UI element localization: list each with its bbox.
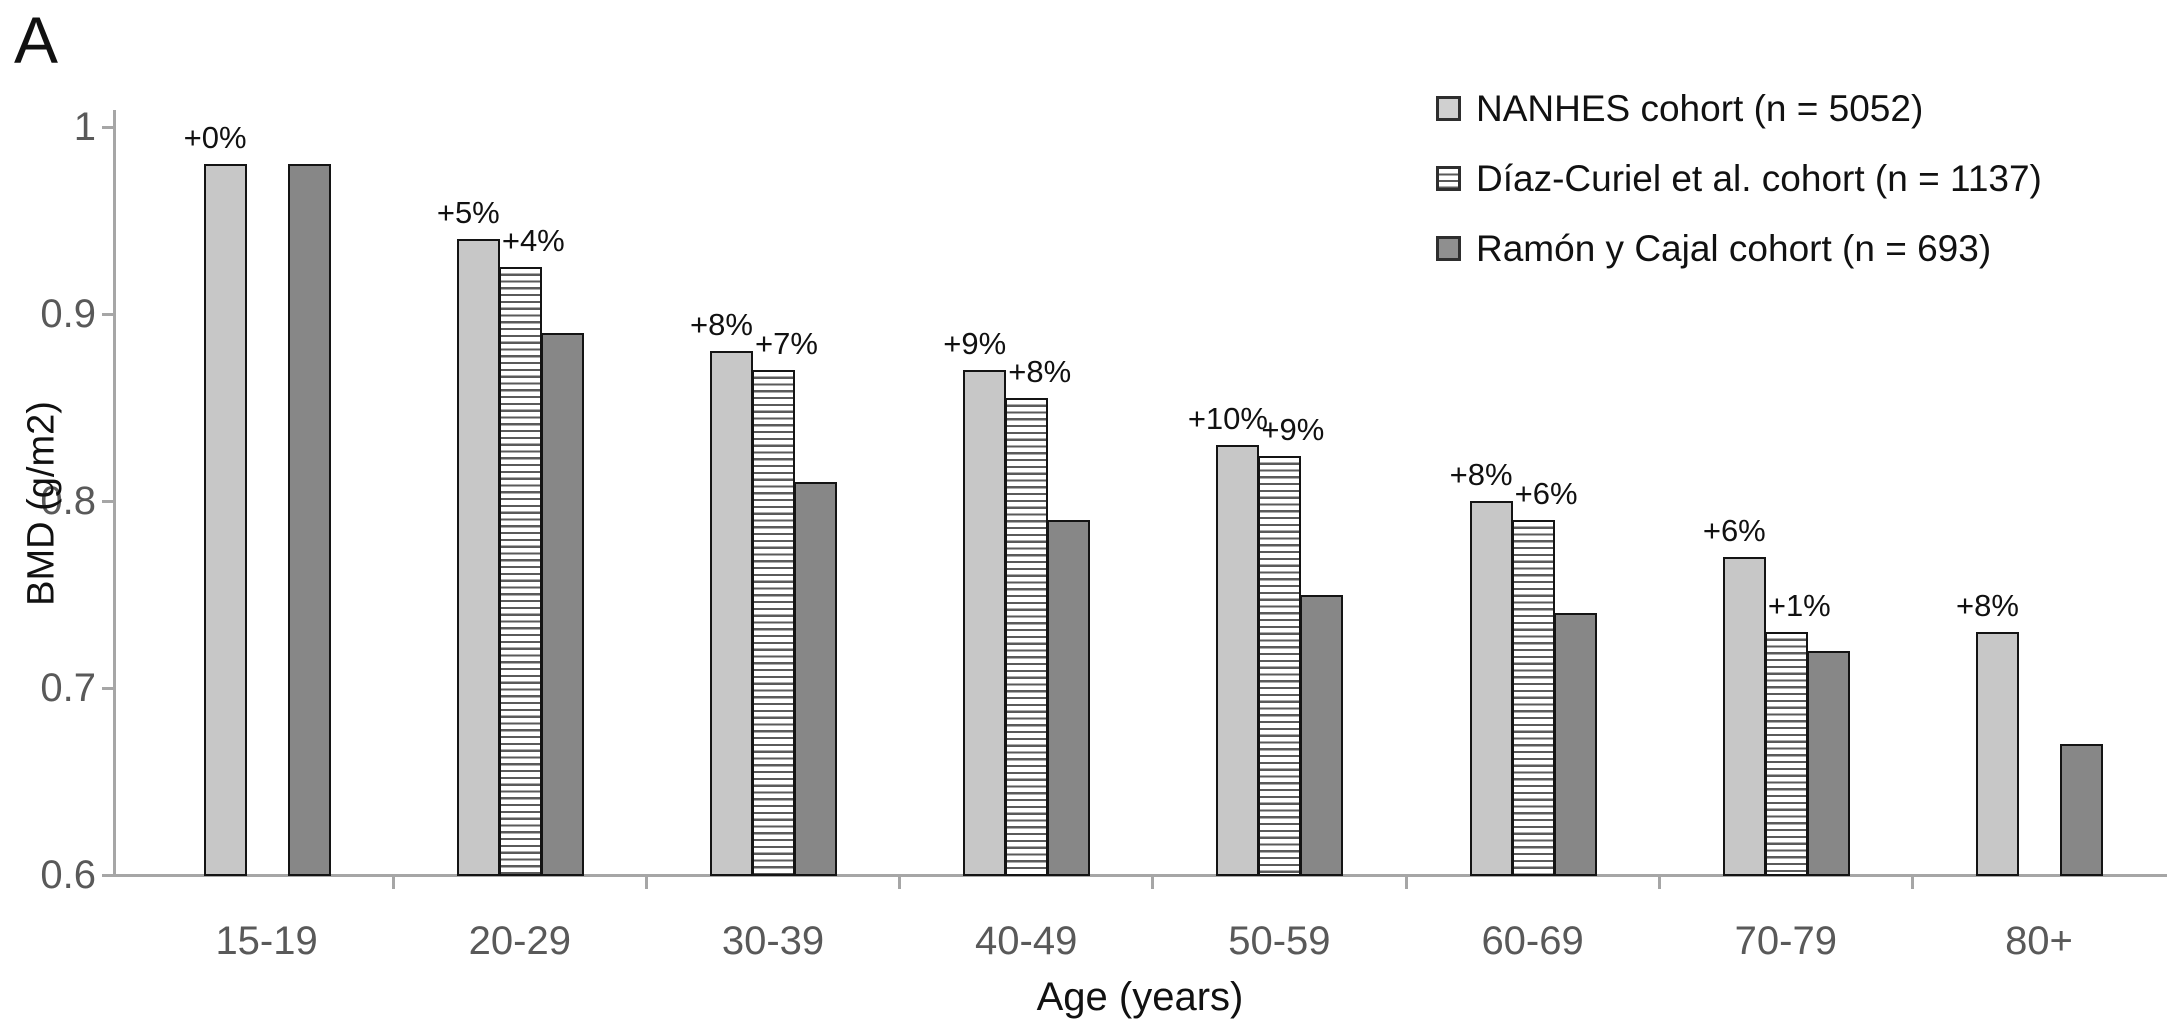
legend-item-diaz-curiel: Díaz-Curiel et al. cohort (n = 1137) — [1436, 156, 2042, 201]
x-tick-mark-4 — [1151, 875, 1155, 889]
bar-label-nanhes-80+: +8% — [1956, 587, 2019, 623]
bar-nanhes-30-39 — [710, 351, 753, 876]
x-tick-mark-3 — [898, 875, 902, 889]
legend-label-diaz-curiel: Díaz-Curiel et al. cohort (n = 1137) — [1476, 158, 2042, 199]
bar-nanhes-15-19 — [203, 164, 247, 876]
x-tick-label-50-59: 50-59 — [1228, 919, 1331, 963]
bar-ramon-y-cajal-30-39 — [794, 482, 837, 876]
bar-label-diaz-curiel-50-59: +9% — [1261, 412, 1325, 448]
legend-item-nanhes: NANHES cohort (n = 5052) — [1436, 86, 2042, 131]
x-tick-mark-6 — [1657, 875, 1661, 889]
legend-label-nanhes: NANHES cohort (n = 5052) — [1476, 88, 1924, 129]
bar-label-diaz-curiel-20-29: +4% — [501, 223, 565, 259]
y-tick-mark-0.9 — [102, 312, 115, 316]
bar-label-diaz-curiel-70-79: +1% — [1767, 587, 1831, 623]
y-tick-label-0.8: 0.8 — [40, 479, 96, 523]
x-tick-label-40-49: 40-49 — [975, 919, 1078, 963]
x-axis-title: Age (years) — [1036, 975, 1244, 1019]
legend-swatch-ramon-y-cajal-icon — [1436, 236, 1461, 261]
bar-nanhes-50-59 — [1216, 444, 1260, 876]
x-axis-line — [113, 874, 2167, 877]
legend-swatch-nanhes-icon — [1436, 96, 1461, 121]
bar-nanhes-20-29 — [456, 239, 500, 876]
y-tick-mark-0.6 — [102, 873, 115, 877]
x-tick-label-15-19: 15-19 — [215, 919, 318, 963]
y-tick-label-0.9: 0.9 — [40, 292, 96, 336]
bar-nanhes-40-49 — [963, 370, 1007, 876]
y-tick-label-1: 1 — [73, 105, 96, 149]
bar-label-nanhes-20-29: +5% — [436, 195, 500, 231]
x-tick-label-80+: 80+ — [2005, 919, 2073, 963]
bar-ramon-y-cajal-40-49 — [1047, 519, 1091, 876]
bar-label-nanhes-15-19: +0% — [183, 120, 247, 156]
y-tick-label-0.6: 0.6 — [40, 853, 96, 897]
x-tick-mark-1 — [391, 875, 395, 889]
bar-label-diaz-curiel-30-39: +7% — [755, 326, 818, 362]
legend-label-ramon-y-cajal: Ramón y Cajal cohort (n = 693) — [1476, 228, 1992, 269]
x-tick-label-20-29: 20-29 — [468, 919, 571, 963]
panel-letter: A — [14, 3, 59, 77]
bar-diaz-curiel-60-69 — [1511, 519, 1555, 876]
bar-ramon-y-cajal-50-59 — [1300, 594, 1344, 876]
bar-nanhes-60-69 — [1469, 501, 1513, 876]
x-tick-label-30-39: 30-39 — [721, 919, 825, 963]
bar-label-nanhes-40-49: +9% — [943, 326, 1007, 362]
bar-diaz-curiel-20-29 — [498, 267, 542, 876]
bar-diaz-curiel-40-49 — [1005, 398, 1049, 876]
legend-item-ramon-y-cajal: Ramón y Cajal cohort (n = 693) — [1436, 226, 2042, 271]
y-tick-label-0.7: 0.7 — [40, 666, 96, 710]
bar-label-diaz-curiel-40-49: +8% — [1008, 354, 1072, 390]
y-axis-line — [113, 110, 116, 876]
x-tick-mark-7 — [1910, 875, 1914, 889]
bar-ramon-y-cajal-70-79 — [1806, 650, 1850, 876]
y-tick-mark-0.8 — [102, 499, 115, 503]
y-tick-mark-0.7 — [102, 686, 115, 690]
legend: NANHES cohort (n = 5052) Díaz-Curiel et … — [1436, 86, 2042, 271]
y-tick-mark-1 — [102, 125, 115, 129]
bar-ramon-y-cajal-20-29 — [540, 332, 584, 876]
bar-diaz-curiel-50-59 — [1258, 456, 1302, 876]
bar-diaz-curiel-30-39 — [752, 370, 795, 876]
bar-nanhes-70-79 — [1722, 557, 1766, 876]
y-axis-title: BMD (g/m2) — [20, 401, 63, 606]
x-tick-mark-2 — [644, 875, 648, 889]
bar-diaz-curiel-70-79 — [1764, 631, 1808, 876]
legend-swatch-diaz-curiel-icon — [1436, 166, 1461, 191]
bar-ramon-y-cajal-15-19 — [287, 164, 331, 876]
bar-label-nanhes-30-39: +8% — [690, 307, 753, 343]
bar-label-diaz-curiel-60-69: +6% — [1514, 475, 1578, 511]
bar-label-nanhes-60-69: +8% — [1449, 457, 1513, 492]
bar-nanhes-80+ — [1976, 631, 2019, 876]
x-tick-mark-5 — [1404, 875, 1408, 889]
bar-ramon-y-cajal-60-69 — [1553, 613, 1597, 876]
bar-label-nanhes-70-79: +6% — [1702, 513, 1766, 549]
x-tick-label-70-79: 70-79 — [1734, 919, 1837, 963]
bar-ramon-y-cajal-80+ — [2060, 744, 2103, 876]
x-tick-label-60-69: 60-69 — [1481, 919, 1584, 963]
bar-label-nanhes-50-59: +10% — [1187, 400, 1268, 436]
